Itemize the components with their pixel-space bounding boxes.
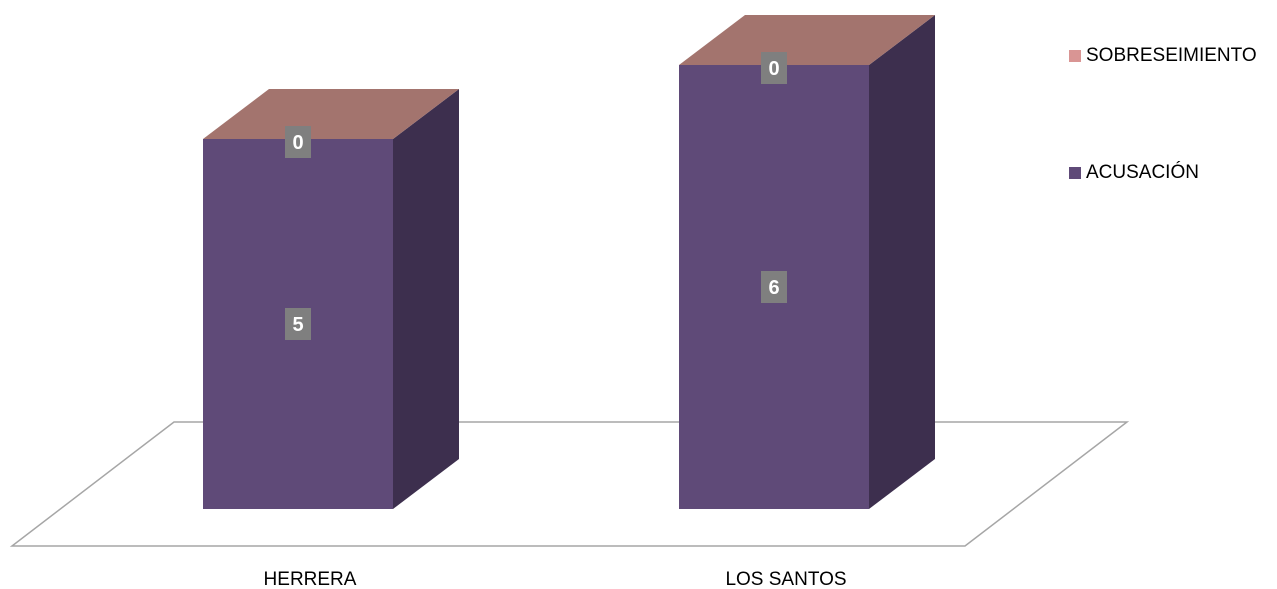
legend: SOBRESEIMIENTO ACUSACIÓN (1069, 40, 1257, 274)
data-label-los-santos-acusacion-box (761, 271, 787, 303)
bar-top-herrera (203, 89, 459, 139)
data-label-herrera-acusacion: 5 (292, 314, 303, 336)
legend-item-acusacion: ACUSACIÓN (1069, 157, 1257, 189)
bar-side-herrera (393, 89, 459, 509)
legend-swatch-acusacion (1069, 167, 1081, 179)
category-label-los-santos: LOS SANTOS (725, 569, 846, 589)
legend-label-acusacion: ACUSACIÓN (1086, 162, 1199, 183)
floor-plane (9, 421, 1130, 547)
bar-side-los-santos (869, 15, 935, 509)
legend-label-sobreseimiento: SOBRESEIMIENTO (1086, 45, 1257, 66)
data-label-herrera-acusacion-box (285, 308, 311, 340)
data-label-herrera-sobreseimiento-box (285, 126, 311, 158)
category-label-herrera: HERRERA (264, 569, 357, 589)
bar-group-los-santos: 60 (679, 15, 935, 509)
data-label-los-santos-acusacion: 6 (768, 277, 779, 299)
data-label-los-santos-sobreseimiento: 0 (768, 58, 779, 80)
category-labels: HERRERA LOS SANTOS (264, 569, 847, 589)
bar-top-los-santos (679, 15, 935, 65)
legend-item-sobreseimiento: SOBRESEIMIENTO (1069, 40, 1257, 72)
legend-swatch-sobreseimiento (1069, 50, 1081, 62)
data-label-herrera-sobreseimiento: 0 (292, 132, 303, 154)
bar-group-herrera: 50 (203, 89, 459, 509)
data-label-los-santos-sobreseimiento-box (761, 52, 787, 84)
